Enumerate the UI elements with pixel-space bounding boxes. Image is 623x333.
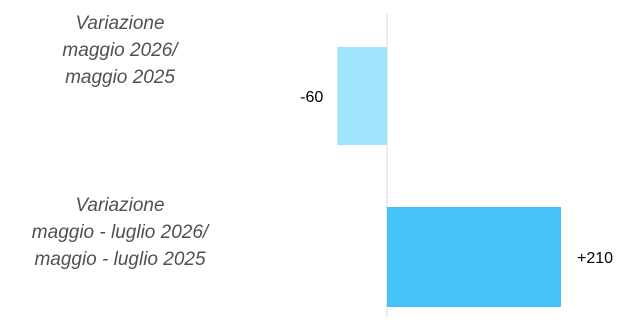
- category-label-1-line-1: Variazione: [75, 195, 165, 216]
- category-label-0: Variazione maggio 2026/ maggio 2025: [0, 10, 240, 91]
- bar-1: [387, 207, 561, 307]
- category-label-0-line-1: Variazione: [75, 13, 165, 34]
- data-label-0: -60: [300, 89, 323, 106]
- category-label-0-line-3: maggio 2025: [65, 67, 175, 88]
- bar-0: [337, 47, 387, 145]
- category-label-1-line-2: maggio - luglio 2026/: [31, 222, 209, 243]
- data-label-1: +210: [577, 250, 613, 267]
- category-label-0-line-2: maggio 2026/: [62, 40, 178, 61]
- category-label-1: Variazione maggio - luglio 2026/ maggio …: [0, 192, 240, 273]
- category-label-1-line-3: maggio - luglio 2025: [34, 249, 206, 270]
